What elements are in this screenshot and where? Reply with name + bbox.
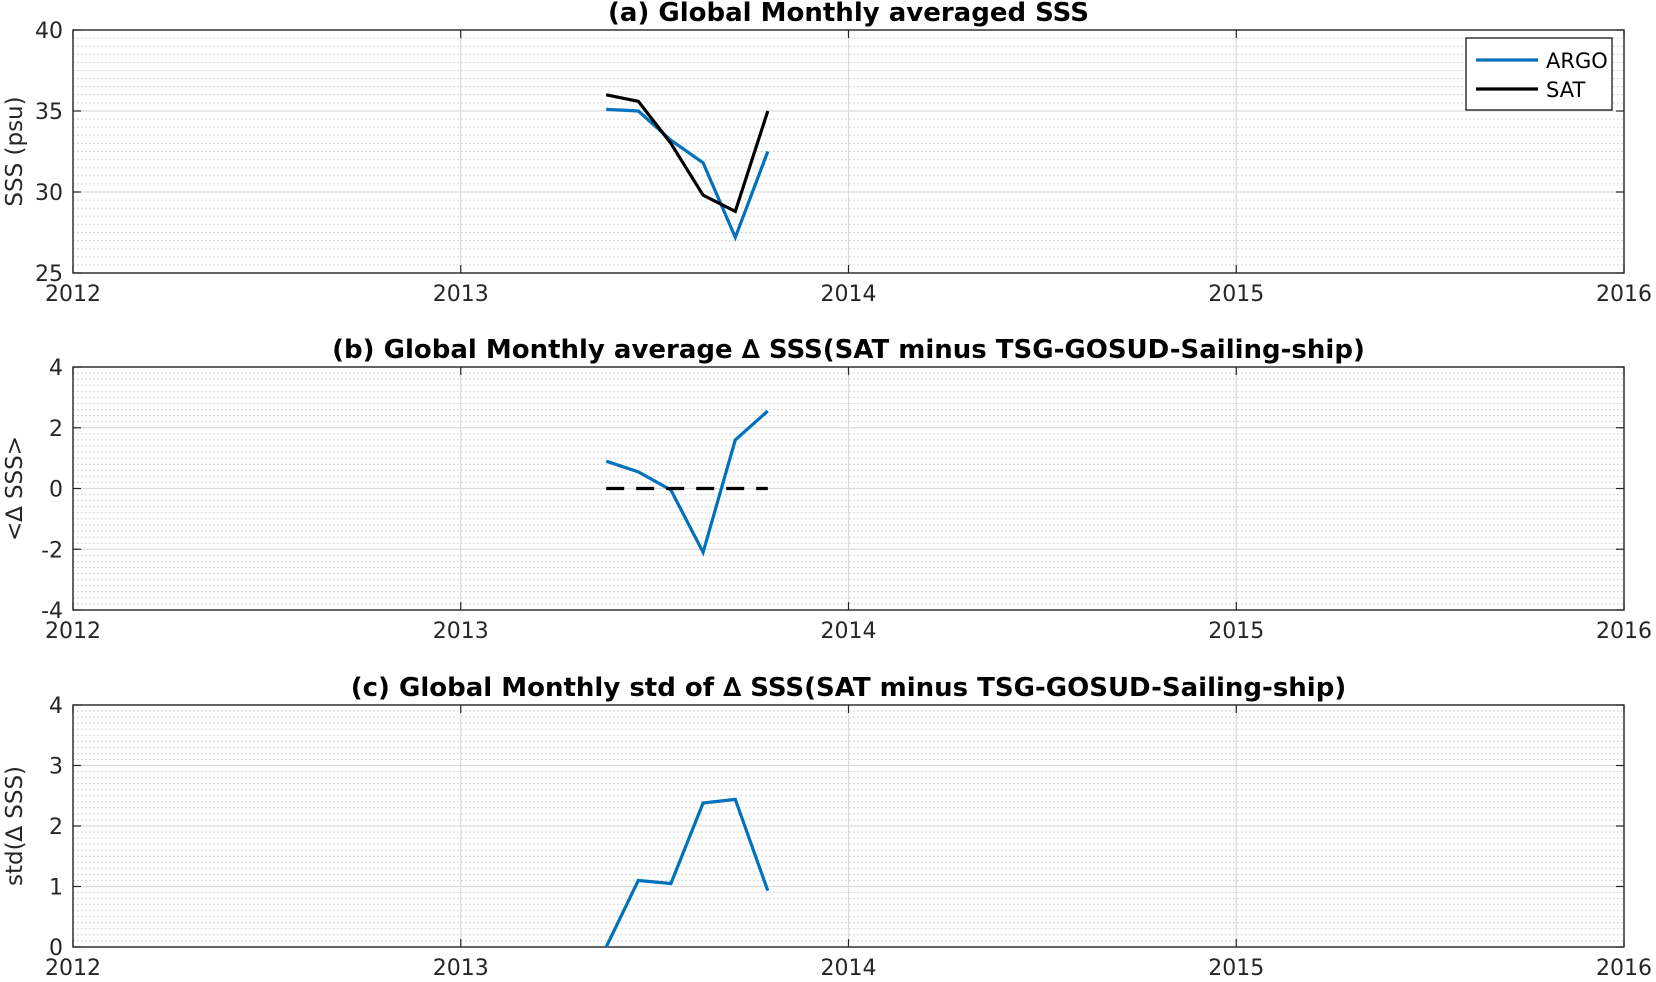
x-tick-label: 2015	[1208, 282, 1264, 307]
x-tick-label: 2016	[1596, 956, 1652, 981]
x-tick-label: 2013	[433, 619, 489, 644]
x-tick-label: 2012	[45, 282, 101, 307]
series-line-delta	[604, 797, 770, 948]
y-tick-label: -4	[41, 599, 63, 624]
y-tick-label: 4	[49, 356, 63, 381]
axes-box	[72, 366, 1625, 611]
chart-title: (c) Global Monthly std of ∆ SSS(SAT minu…	[351, 673, 1346, 703]
chart-title: (b) Global Monthly average ∆ SSS(SAT min…	[332, 335, 1365, 365]
x-tick-label: 2012	[45, 956, 101, 981]
x-tick-label: 2014	[821, 956, 877, 981]
x-tick-label: 2016	[1596, 619, 1652, 644]
x-tick-label: 2015	[1208, 619, 1264, 644]
x-tick-label: 2015	[1208, 956, 1264, 981]
axes-box	[72, 704, 1625, 948]
x-tick-label: 2013	[433, 282, 489, 307]
y-tick-label: -2	[41, 538, 63, 563]
y-tick-label: 2	[49, 815, 63, 840]
panel-2: 2012 2013 2014 2015 2016 -4 -2 0 2 4 (b) Global Mo…	[2, 335, 1652, 644]
y-axis-label: <∆ SSS>	[2, 436, 28, 541]
y-tick-label: 0	[49, 936, 63, 961]
series-line-delta	[605, 409, 769, 557]
chart-title: (a) Global Monthly averaged SSS	[608, 0, 1089, 28]
x-tick-label: 2014	[821, 619, 877, 644]
y-tick-label: 25	[35, 262, 63, 287]
y-tick-label: 0	[49, 478, 63, 503]
y-tick-label: 35	[35, 100, 63, 125]
x-tick-label: 2016	[1596, 282, 1652, 307]
x-tick-label: 2013	[433, 956, 489, 981]
legend-box	[1465, 37, 1613, 111]
axes-box	[72, 29, 1625, 274]
x-tick-label: 2012	[45, 619, 101, 644]
legend: ARGO SAT	[1465, 37, 1613, 111]
y-axis-label: SSS (psu)	[2, 96, 28, 206]
y-tick-label: 40	[35, 19, 63, 44]
y-tick-label: 4	[49, 694, 63, 719]
panel-3: 2012 2013 2014 2015 2016 0 1 2 3 4 (c) Global Mont…	[2, 673, 1652, 981]
series-line-sat	[605, 93, 770, 214]
panel-1: 2012 2013 2014 2015 2016 25 30 35 40 (a) Global M…	[2, 0, 1652, 307]
legend-label: SAT	[1546, 78, 1585, 102]
y-tick-label: 1	[49, 876, 63, 901]
series-line-argo	[606, 107, 770, 242]
y-tick-label: 2	[49, 417, 63, 442]
y-tick-label: 30	[35, 181, 63, 206]
legend-label: ARGO	[1546, 49, 1608, 73]
y-axis-label: std(∆ SSS)	[2, 766, 28, 886]
y-tick-label: 3	[49, 755, 63, 780]
x-tick-label: 2014	[821, 282, 877, 307]
